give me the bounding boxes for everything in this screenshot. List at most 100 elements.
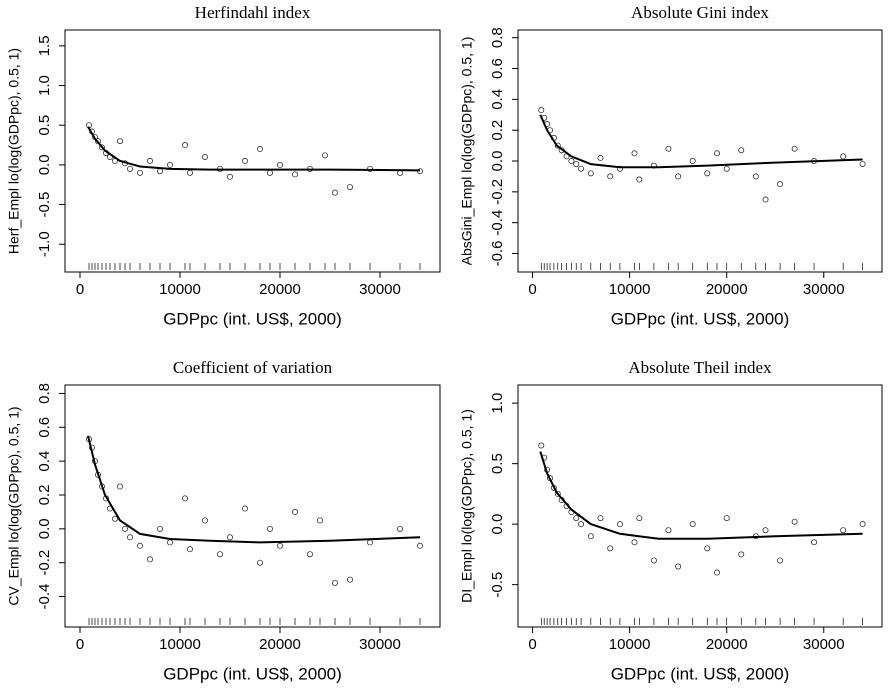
data-point bbox=[396, 525, 403, 532]
data-point bbox=[122, 525, 129, 532]
x-tick-label: 10000 bbox=[609, 281, 651, 298]
y-tick-label: 0.4 bbox=[489, 89, 506, 110]
data-point bbox=[738, 551, 745, 558]
data-point bbox=[752, 173, 759, 180]
chart-title: Coefficient of variation bbox=[173, 358, 333, 377]
x-tick-label: 20000 bbox=[706, 636, 748, 653]
x-tick-label: 0 bbox=[76, 636, 84, 653]
data-point bbox=[241, 505, 248, 512]
data-point bbox=[201, 153, 208, 160]
data-point bbox=[636, 515, 643, 522]
x-axis-label: GDPpc (int. US$, 2000) bbox=[163, 309, 342, 328]
data-point bbox=[316, 517, 323, 524]
data-point bbox=[587, 533, 594, 540]
data-point bbox=[665, 145, 672, 152]
y-tick-label: 1.5 bbox=[36, 35, 53, 56]
data-point bbox=[791, 145, 798, 152]
y-tick-label: 0.0 bbox=[489, 151, 506, 172]
fit-line bbox=[539, 451, 863, 540]
data-point bbox=[216, 551, 223, 558]
chart-title: Absolute Gini index bbox=[631, 3, 769, 22]
data-point bbox=[631, 150, 638, 157]
data-point bbox=[689, 521, 696, 528]
data-point bbox=[554, 142, 561, 149]
data-point bbox=[416, 542, 423, 549]
data-point bbox=[117, 483, 124, 490]
data-point bbox=[306, 551, 313, 558]
data-point bbox=[127, 534, 134, 541]
data-point bbox=[331, 189, 338, 196]
data-point bbox=[723, 165, 730, 172]
y-tick-label: 0.4 bbox=[36, 451, 53, 472]
y-axis-label: DI_Empl lo(log(GDPpc), 0.5, 1) bbox=[459, 409, 475, 603]
data-point bbox=[538, 442, 545, 449]
data-point bbox=[156, 525, 163, 532]
y-axis-label: Herf_Empl lo(log(GDPpc), 0.5, 1) bbox=[6, 48, 22, 254]
y-tick-label: 0.2 bbox=[489, 120, 506, 141]
data-point bbox=[704, 545, 711, 552]
data-point bbox=[859, 161, 866, 168]
y-tick-label: -0.5 bbox=[489, 572, 506, 598]
data-point bbox=[156, 168, 163, 175]
data-point bbox=[146, 157, 153, 164]
data-point bbox=[777, 557, 784, 564]
data-point bbox=[723, 515, 730, 522]
data-point bbox=[616, 165, 623, 172]
data-point bbox=[859, 521, 866, 528]
data-point bbox=[791, 518, 798, 525]
y-tick-label: 1.0 bbox=[489, 393, 506, 414]
x-tick-label: 30000 bbox=[359, 636, 401, 653]
data-point bbox=[117, 138, 124, 145]
y-tick-label: 1.0 bbox=[36, 75, 53, 96]
data-point bbox=[366, 165, 373, 172]
plot-frame bbox=[517, 384, 883, 628]
data-point bbox=[713, 569, 720, 576]
data-point bbox=[291, 171, 298, 178]
data-point bbox=[166, 539, 173, 546]
data-point bbox=[136, 169, 143, 176]
x-tick-label: 30000 bbox=[803, 281, 845, 298]
data-point bbox=[597, 154, 604, 161]
plot-frame bbox=[64, 29, 441, 273]
x-tick-label: 10000 bbox=[159, 636, 201, 653]
data-point bbox=[256, 146, 263, 153]
y-tick-label: 0.5 bbox=[36, 115, 53, 136]
data-point bbox=[366, 539, 373, 546]
y-tick-label: -1.0 bbox=[36, 231, 53, 257]
x-tick-label: 20000 bbox=[259, 636, 301, 653]
data-point bbox=[840, 527, 847, 534]
data-point bbox=[266, 169, 273, 176]
data-point bbox=[607, 545, 614, 552]
data-point bbox=[578, 521, 585, 528]
y-tick-label: 0.6 bbox=[489, 58, 506, 79]
data-point bbox=[762, 196, 769, 203]
y-tick-label: 0.0 bbox=[489, 514, 506, 535]
y-tick-label: 0.6 bbox=[36, 417, 53, 438]
y-tick-label: -0.5 bbox=[36, 192, 53, 218]
fit-line bbox=[87, 126, 421, 172]
y-tick-label: 0.0 bbox=[36, 154, 53, 175]
x-tick-label: 30000 bbox=[803, 636, 845, 653]
data-point bbox=[650, 557, 657, 564]
x-tick-label: 0 bbox=[528, 281, 536, 298]
data-point bbox=[321, 152, 328, 159]
data-point bbox=[636, 176, 643, 183]
y-tick-label: 0.8 bbox=[36, 383, 53, 404]
data-point bbox=[665, 527, 672, 534]
data-point bbox=[346, 184, 353, 191]
data-point bbox=[146, 556, 153, 563]
data-point bbox=[616, 521, 623, 528]
data-point bbox=[112, 515, 119, 522]
data-point bbox=[99, 144, 106, 151]
data-point bbox=[578, 165, 585, 172]
data-point bbox=[762, 527, 769, 534]
y-tick-label: 0.0 bbox=[36, 518, 53, 539]
data-point bbox=[538, 107, 545, 114]
x-tick-label: 10000 bbox=[159, 281, 201, 298]
data-point bbox=[704, 170, 711, 177]
data-point bbox=[201, 517, 208, 524]
data-point bbox=[181, 142, 188, 149]
data-point bbox=[675, 173, 682, 180]
data-point bbox=[840, 153, 847, 160]
